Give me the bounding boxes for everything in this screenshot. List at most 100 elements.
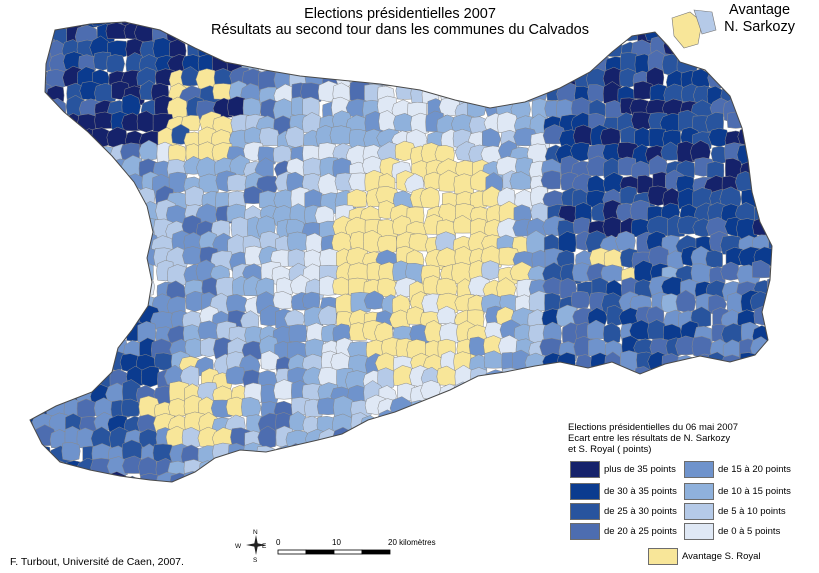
commune-area	[30, 426, 36, 447]
commune-area	[35, 97, 56, 120]
commune-area	[107, 310, 128, 330]
commune-area	[378, 53, 399, 75]
commune-area	[452, 487, 472, 506]
commune-area	[423, 398, 443, 417]
commune-area	[106, 54, 125, 74]
commune-area	[634, 279, 653, 299]
commune-area	[45, 380, 67, 401]
commune-area	[750, 41, 772, 63]
commune-area	[786, 8, 803, 24]
commune-area	[359, 444, 381, 465]
commune-area	[120, 202, 140, 225]
commune-area	[753, 171, 772, 193]
commune-area	[390, 36, 413, 57]
legend-swatch	[570, 522, 600, 540]
commune-area	[30, 397, 39, 417]
commune-area	[31, 248, 51, 270]
commune-area	[74, 264, 100, 285]
commune-area	[31, 199, 50, 221]
commune-area	[107, 200, 127, 219]
commune-area	[92, 305, 117, 328]
commune-area	[255, 445, 275, 467]
commune-area	[391, 23, 415, 43]
commune-area	[467, 471, 486, 482]
commune-area	[659, 113, 685, 133]
commune-area	[678, 381, 698, 404]
commune-area	[705, 249, 723, 268]
commune-area	[34, 175, 57, 196]
commune-area	[695, 399, 717, 422]
commune-area	[440, 425, 460, 448]
commune-area	[784, 126, 802, 145]
commune-area	[708, 39, 732, 63]
commune-area	[225, 366, 245, 385]
commune-area	[243, 456, 266, 477]
commune-area	[531, 98, 550, 119]
commune-area	[244, 472, 262, 482]
commune-area	[438, 56, 459, 77]
commune-area	[272, 145, 292, 163]
commune-area	[570, 398, 591, 422]
legend-label: de 30 à 35 points	[604, 485, 677, 497]
commune-area	[546, 416, 566, 439]
commune-area	[497, 441, 520, 462]
commune-area	[756, 186, 772, 206]
legend-item-10-15: de 10 à 15 points	[684, 482, 791, 500]
legend-item-30-35: de 30 à 35 points	[570, 482, 677, 500]
commune-area	[120, 260, 143, 284]
commune-area	[436, 305, 456, 325]
commune-area	[347, 188, 367, 208]
legend-label: de 5 à 10 points	[718, 505, 786, 517]
commune-area	[303, 53, 325, 72]
commune-area	[393, 415, 416, 438]
commune-area	[321, 490, 339, 510]
legend-swatch	[684, 460, 714, 478]
commune-area	[780, 175, 800, 192]
commune-area	[244, 326, 263, 344]
commune-area	[675, 335, 695, 356]
commune-area	[599, 382, 622, 404]
commune-area	[468, 445, 491, 467]
commune-area	[509, 171, 532, 190]
commune-area	[93, 251, 113, 270]
commune-area	[588, 22, 610, 30]
commune-area	[138, 139, 159, 161]
commune-area	[376, 22, 399, 43]
commune-area	[466, 428, 487, 449]
commune-area	[421, 473, 442, 482]
commune-area	[419, 70, 442, 91]
commune-area	[453, 412, 475, 432]
commune-area	[62, 247, 85, 266]
commune-area	[773, 201, 790, 219]
commune-area	[588, 338, 607, 357]
commune-area	[77, 216, 99, 238]
commune-area	[214, 474, 233, 482]
commune-area	[450, 399, 470, 420]
commune-area	[528, 22, 547, 40]
commune-area	[410, 53, 432, 74]
commune-area	[65, 367, 87, 389]
commune-area	[600, 22, 623, 33]
commune-area	[290, 487, 310, 508]
commune-area	[30, 311, 37, 333]
commune-area	[30, 249, 38, 269]
commune-area	[270, 473, 293, 482]
commune-area	[616, 370, 639, 388]
commune-area	[106, 324, 125, 345]
commune-area	[121, 398, 141, 417]
legend-title-line2: Ecart entre les résultats de N. Sarkozy	[568, 433, 731, 444]
commune-area	[531, 487, 551, 506]
commune-area	[768, 312, 772, 333]
commune-area	[781, 96, 803, 118]
commune-area	[784, 291, 806, 313]
commune-area	[211, 456, 234, 482]
commune-area	[544, 455, 564, 479]
commune-area	[122, 218, 146, 238]
commune-area	[407, 456, 427, 480]
commune-area	[60, 205, 80, 224]
commune-area	[771, 215, 772, 233]
commune-area	[109, 278, 129, 302]
commune-area	[377, 367, 396, 390]
commune-area	[348, 54, 368, 73]
commune-area	[482, 81, 504, 104]
